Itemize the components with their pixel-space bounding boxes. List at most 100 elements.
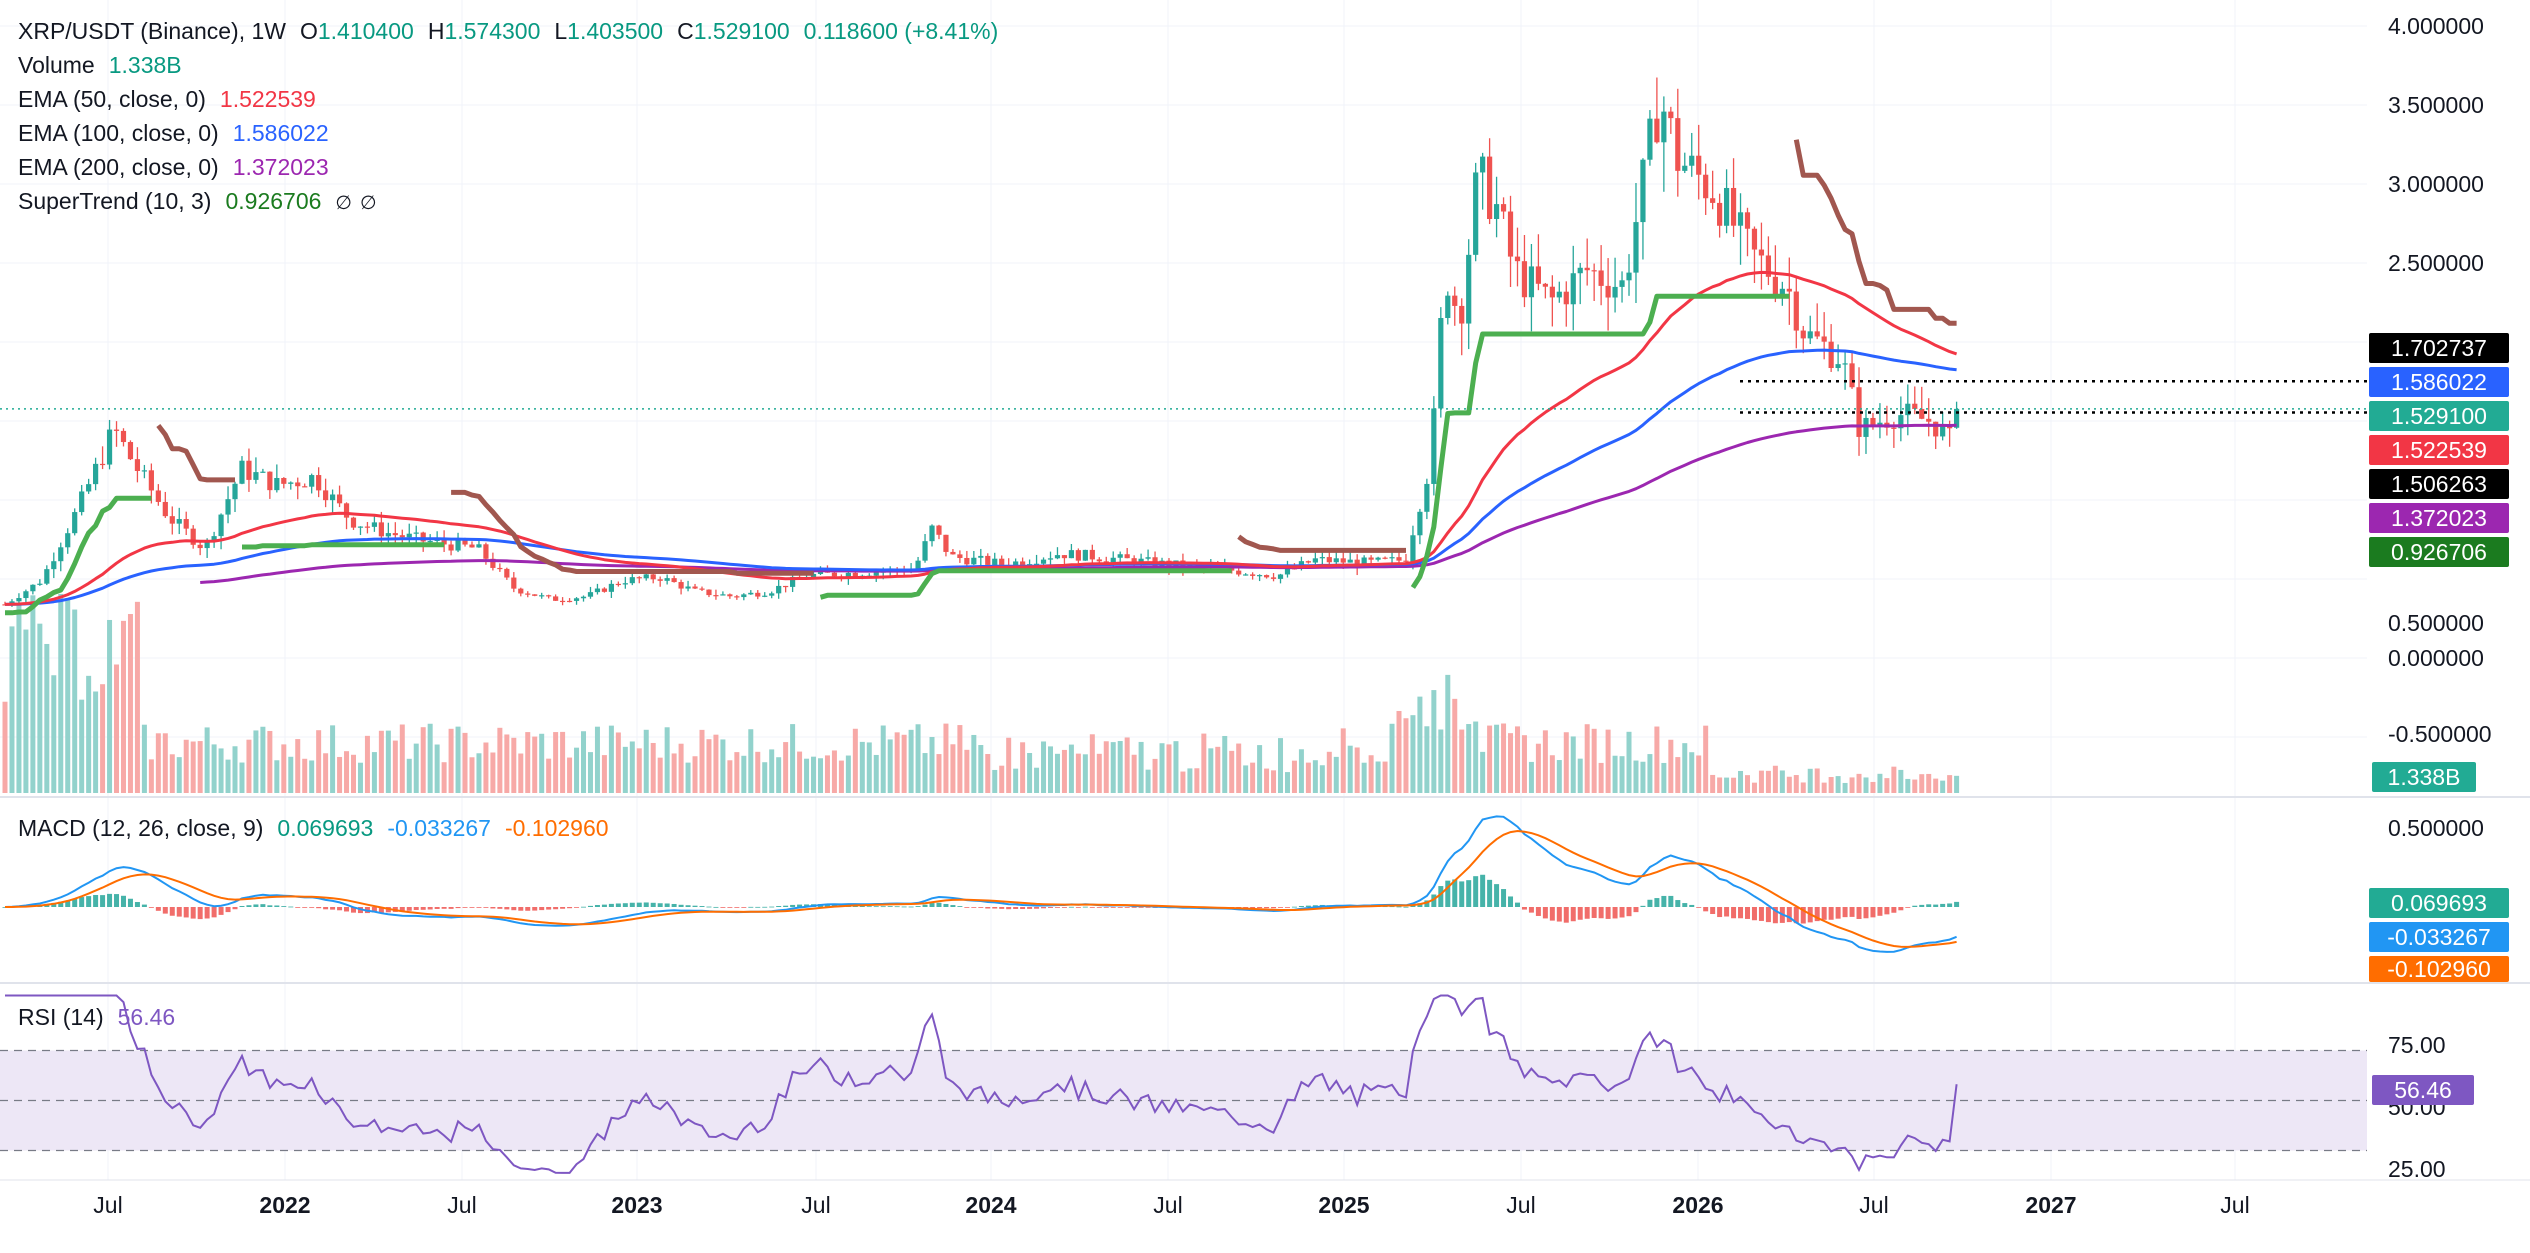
macd-histogram-bar [218,907,224,915]
macd-histogram-bar [1577,907,1583,920]
candle-body [553,596,559,601]
candle-body [560,600,566,603]
candle-body [1870,417,1876,425]
volume-bar [1549,755,1555,793]
candle-body [448,544,454,551]
ema200-legend[interactable]: EMA (200, close, 0) 1.372023 [18,150,329,184]
supertrend-line [1237,534,1406,553]
volume-bar [817,758,823,793]
candle-body [1744,212,1751,229]
ema50-legend[interactable]: EMA (50, close, 0) 1.522539 [18,82,316,116]
candle-body [37,583,43,585]
candle-body [385,533,391,537]
volume-bar [30,595,36,793]
macd-histogram-bar [1758,907,1764,921]
volume-bar [999,765,1005,793]
macd-signal-line [5,829,1957,948]
candle-body [1368,557,1374,560]
ema100-legend[interactable]: EMA (100, close, 0) 1.586022 [18,116,329,150]
volume-bar [1229,750,1235,793]
volume-bar [804,758,810,793]
volume-bar [699,729,705,793]
macd-histogram-bar [1250,907,1256,909]
macd-legend[interactable]: MACD (12, 26, close, 9) 0.069693 -0.033267… [18,811,609,845]
macd-histogram-bar [894,906,900,908]
macd-histogram-bar [51,902,57,907]
supertrend-line [156,423,235,483]
candle-body [1145,557,1151,559]
rsi-axis-tick: 25.00 [2388,1156,2446,1182]
candle-body [1075,550,1081,561]
candle-body [260,471,266,473]
volume-bar [274,760,280,793]
macd-histogram-bar [288,906,294,908]
candle-body [378,522,384,537]
candle-body [65,533,71,548]
volume-bar [1661,762,1667,793]
macd-histogram-bar [1626,907,1632,917]
candle-body [1549,286,1555,298]
candle-body [985,555,991,565]
candle-body [1898,415,1904,429]
macd-histogram-bar [107,893,113,907]
rsi-legend[interactable]: RSI (14) 56.46 [18,1000,175,1034]
macd-histogram-bar [608,903,614,907]
supertrend-line [819,568,1232,600]
macd-histogram-bar [434,907,440,909]
macd-histogram-bar [685,905,691,907]
supertrend-legend[interactable]: SuperTrend (10, 3) 0.926706 ∅ ∅ [18,184,377,221]
macd-histogram-bar [1926,904,1932,907]
volume-bar [1842,782,1848,793]
price-axis-tick: 0.500000 [2388,610,2484,636]
candle-body [1020,561,1026,566]
macd-histogram-bar [1633,907,1639,913]
macd-histogram-bar [776,906,782,907]
symbol-title: XRP/USDT (Binance), 1W [18,18,286,44]
macd-histogram-bar [1027,907,1033,909]
macd-histogram-bar [650,902,656,907]
volume-bar [148,759,154,793]
volume-bar [1096,753,1102,793]
volume-bar [427,723,433,793]
volume-bar [1835,776,1841,793]
candle-body [476,544,482,548]
volume-bar [1898,769,1904,793]
volume-bar [901,734,907,793]
volume-bar [1006,737,1012,793]
macd-histogram-bar [1675,900,1681,907]
macd-histogram-bar [309,907,315,908]
macd-histogram-bar [148,907,154,908]
candle-body [1675,118,1681,171]
volume-bar [574,747,580,793]
macd-histogram-bar [1772,907,1778,924]
volume-bar [190,741,196,793]
candle-body [392,533,398,536]
candle-body [23,591,29,599]
candle-body [580,596,587,599]
candle-body [1542,283,1548,287]
macd-histogram-bar [797,904,803,907]
volume-bar [1048,746,1053,793]
volume-bar [1222,735,1228,793]
close-price-tag: 1.529100 [2369,401,2509,431]
macd-histogram-bar [267,905,273,907]
candle-body [713,595,719,597]
candle-body [852,572,858,577]
macd-histogram-bar [1724,907,1730,917]
volume-bar [385,730,391,793]
macd-histogram-bar [1082,906,1088,908]
volume-bar [1410,715,1416,793]
volume-bar [1501,723,1507,793]
macd-histogram-bar [1668,895,1674,907]
macd-histogram-bar [1494,884,1500,907]
volume-bar [483,742,489,793]
volume-bar [1117,741,1123,793]
macd-histogram-bar [1542,907,1548,919]
volume-bar [852,728,858,793]
volume-legend[interactable]: Volume 1.338B [18,48,182,82]
volume-bar [1396,710,1402,793]
macd-histogram-bar [1710,907,1716,914]
volume-bar [1717,777,1723,793]
candle-body [504,568,510,578]
